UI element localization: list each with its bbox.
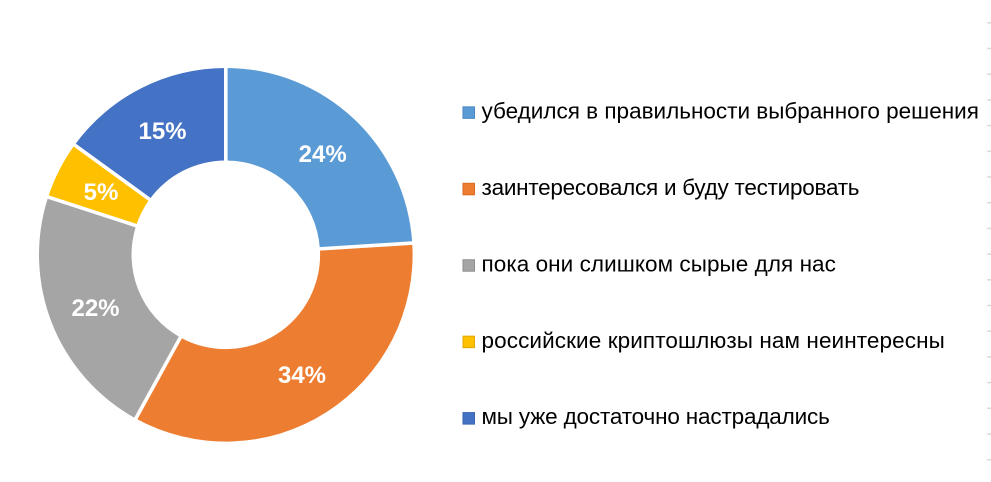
svg-text:пока они слишком сырые для нас: пока они слишком сырые для нас (482, 251, 836, 276)
svg-text:заинтересовался и буду тестиро: заинтересовался и буду тестировать (482, 175, 860, 200)
svg-text:34%: 34% (278, 362, 326, 389)
svg-text:22%: 22% (71, 295, 119, 322)
svg-text:российские криптошлюзы нам неи: российские криптошлюзы нам неинтересны (482, 328, 945, 353)
svg-text:мы уже достаточно настрадались: мы уже достаточно настрадались (482, 404, 830, 429)
svg-text:15%: 15% (138, 118, 186, 145)
svg-text:убедился в правильности выбран: убедился в правильности выбранного решен… (482, 98, 979, 123)
svg-text:5%: 5% (84, 179, 119, 206)
svg-text:24%: 24% (299, 141, 347, 168)
